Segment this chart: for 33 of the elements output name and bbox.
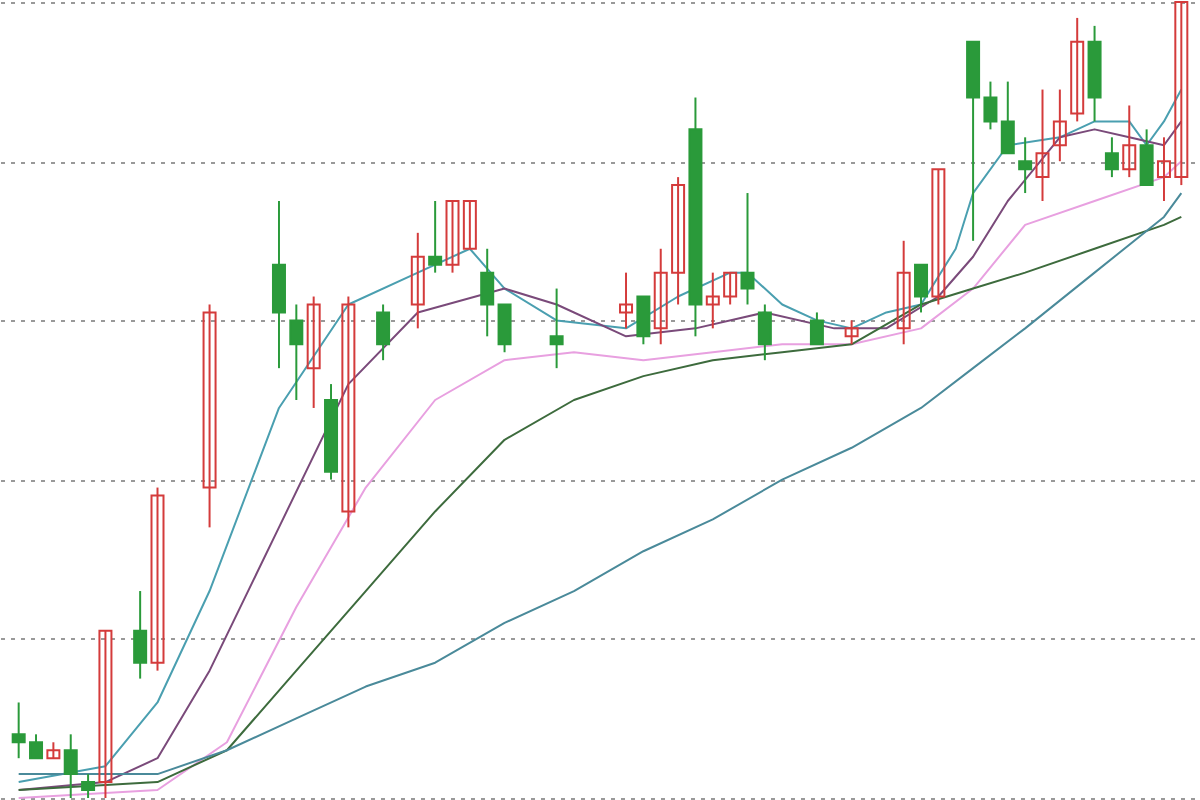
candlestick — [896, 239, 911, 346]
candlestick — [1052, 88, 1067, 163]
candlestick — [376, 303, 391, 362]
candlestick — [1104, 136, 1119, 179]
candlestick — [1070, 16, 1085, 123]
candlestick — [914, 263, 929, 314]
candlestick — [1139, 128, 1154, 187]
candlestick — [757, 303, 772, 362]
candlestick — [1035, 88, 1050, 202]
candlestick — [497, 303, 512, 354]
candlestick — [636, 295, 651, 346]
candlestick — [98, 629, 113, 799]
candlestick — [150, 486, 165, 672]
candlestick — [1018, 136, 1033, 195]
candlestick — [619, 271, 634, 330]
candlestick — [63, 733, 78, 799]
candlestick — [133, 590, 148, 680]
candlestick — [809, 311, 824, 346]
candlestick — [740, 192, 755, 306]
candlestick — [81, 773, 96, 799]
candlestick — [306, 295, 321, 409]
candlestick — [1000, 80, 1015, 155]
candlestick — [410, 231, 425, 330]
candlestick — [428, 200, 443, 274]
candlestick — [844, 319, 859, 346]
candlestick — [271, 200, 286, 370]
candlestick — [202, 303, 217, 529]
candlestick — [1122, 104, 1137, 179]
candlestick — [549, 287, 564, 370]
candlestick — [931, 168, 946, 306]
candlestick — [480, 247, 495, 338]
candlestick — [341, 295, 356, 529]
candlestick — [289, 303, 304, 401]
